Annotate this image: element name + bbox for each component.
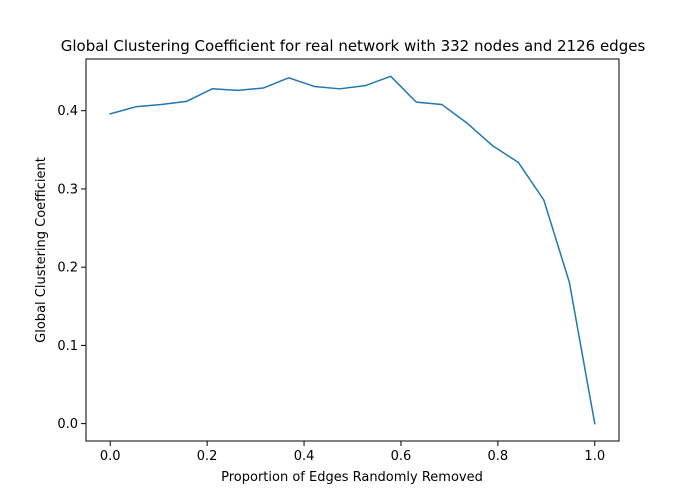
y-tick-label: 0.3 — [57, 182, 78, 197]
y-tick-label: 0.1 — [57, 339, 78, 354]
x-tick-label: 0.2 — [197, 449, 218, 464]
series-line-0 — [109, 75, 596, 425]
x-tick-label: 0.8 — [488, 449, 509, 464]
x-tick-label: 0.0 — [100, 449, 121, 464]
x-tick-label: 0.4 — [294, 449, 315, 464]
chart-title: Global Clustering Coefficient for real n… — [61, 37, 646, 55]
x-tick-label: 1.0 — [584, 449, 605, 464]
y-tick-label: 0.2 — [57, 261, 78, 276]
axes: 0.0 0.2 0.4 0.6 0.8 1.0 0.0 0.1 0.2 0.3 0.4 — [57, 58, 620, 464]
y-axis-label: Global Clustering Coefficient — [34, 157, 49, 343]
y-tick-label: 0.4 — [57, 104, 78, 119]
y-tick-label: 0.0 — [57, 417, 78, 432]
x-axis-label: Proportion of Edges Randomly Removed — [221, 470, 483, 485]
x-tick-label: 0.6 — [391, 449, 412, 464]
data-marks — [109, 75, 596, 425]
plot-area — [86, 59, 619, 441]
axes-frame — [85, 58, 620, 442]
